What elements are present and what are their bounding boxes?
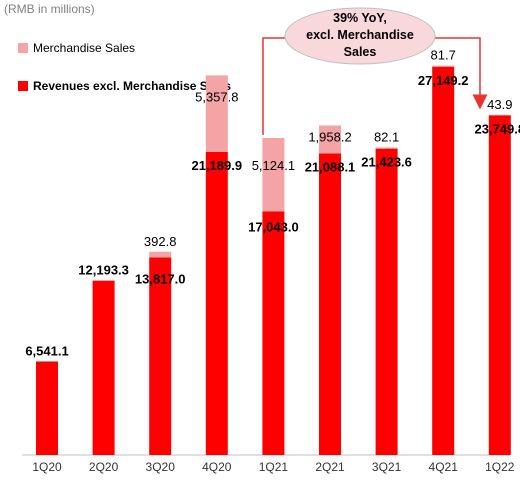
label-merchandise-3q20: 392.8 [144,234,177,249]
callout-line-1: 39% YoY, [333,11,387,25]
tick-4q21: 4Q21 [429,460,459,474]
legend-swatch-merchandise [18,43,28,53]
label-revenue-1q20: 6,541.1 [25,343,68,358]
tick-1q20: 1Q20 [32,460,62,474]
bar-merchandise-3q20 [149,251,172,258]
label-revenue-2q21: 21,088.1 [305,159,356,174]
label-merchandise-4q20: 5,357.8 [195,89,238,104]
tick-3q21: 3Q21 [372,460,402,474]
bar-revenue-3q20 [149,257,172,455]
bar-revenue-3q21 [375,148,398,455]
label-merchandise-4q21: 81.7 [431,48,456,63]
bar-revenue-4q20 [205,151,228,455]
bar-revenue-1q21 [262,211,285,455]
tick-2q20: 2Q20 [89,460,119,474]
bar-revenue-1q20 [36,361,58,455]
tick-3q20: 3Q20 [146,460,176,474]
bar-merchandise-1q22 [488,114,511,116]
label-revenue-3q20: 13,817.0 [135,271,186,286]
bar-revenue-4q21 [432,66,455,455]
label-merchandise-1q22: 43.9 [487,97,512,112]
legend-label-merchandise: Merchandise Sales [33,41,135,55]
bar-merchandise-2q21 [319,125,341,154]
bar-merchandise-1q21 [262,138,285,212]
bar-revenue-1q22 [488,115,511,455]
x-tick-labels-group: 1Q20 2Q20 3Q20 4Q20 1Q21 2Q21 3Q21 4Q21 1Q22 [32,460,514,474]
bar-merchandise-3q21 [375,147,398,149]
bar-revenue-2q21 [319,153,341,455]
unit-label: (RMB in millions) [4,2,95,16]
bar-merchandise-4q20 [205,75,228,152]
bar-merchandise-4q21 [432,65,455,67]
callout-bracket-arrow [262,37,480,135]
tick-1q22: 1Q22 [485,460,515,474]
callout-line-3: Sales [344,45,377,59]
label-revenue-1q21: 17,043.0 [248,219,299,234]
callout-line-2: excl. Merchandise [306,28,414,42]
label-revenue-4q20: 21,189.9 [191,158,242,173]
legend-label-revenue: Revenues excl. Merchandise Sales [33,79,231,93]
label-revenue-4q21: 27,149.2 [418,73,469,88]
label-revenue-2q20: 12,193.3 [78,263,129,278]
label-revenue-3q21: 21,423.6 [361,155,412,170]
tick-1q21: 1Q21 [259,460,289,474]
data-labels-group: 6,541.1 12,193.3 13,817.0 392.8 21,189.9 5,35… [25,48,520,359]
callout-bubble [284,7,436,65]
label-merchandise-1q21: 5,124.1 [252,158,295,173]
label-merchandise-3q21: 82.1 [374,129,399,144]
bar-revenue-2q20 [92,280,115,455]
bars-group [36,65,511,455]
label-revenue-1q22: 23,749.8 [474,121,520,136]
label-merchandise-2q21: 1,958.2 [308,129,351,144]
tick-2q21: 2Q21 [315,460,345,474]
legend-swatch-revenue [18,81,28,91]
tick-4q20: 4Q20 [202,460,232,474]
